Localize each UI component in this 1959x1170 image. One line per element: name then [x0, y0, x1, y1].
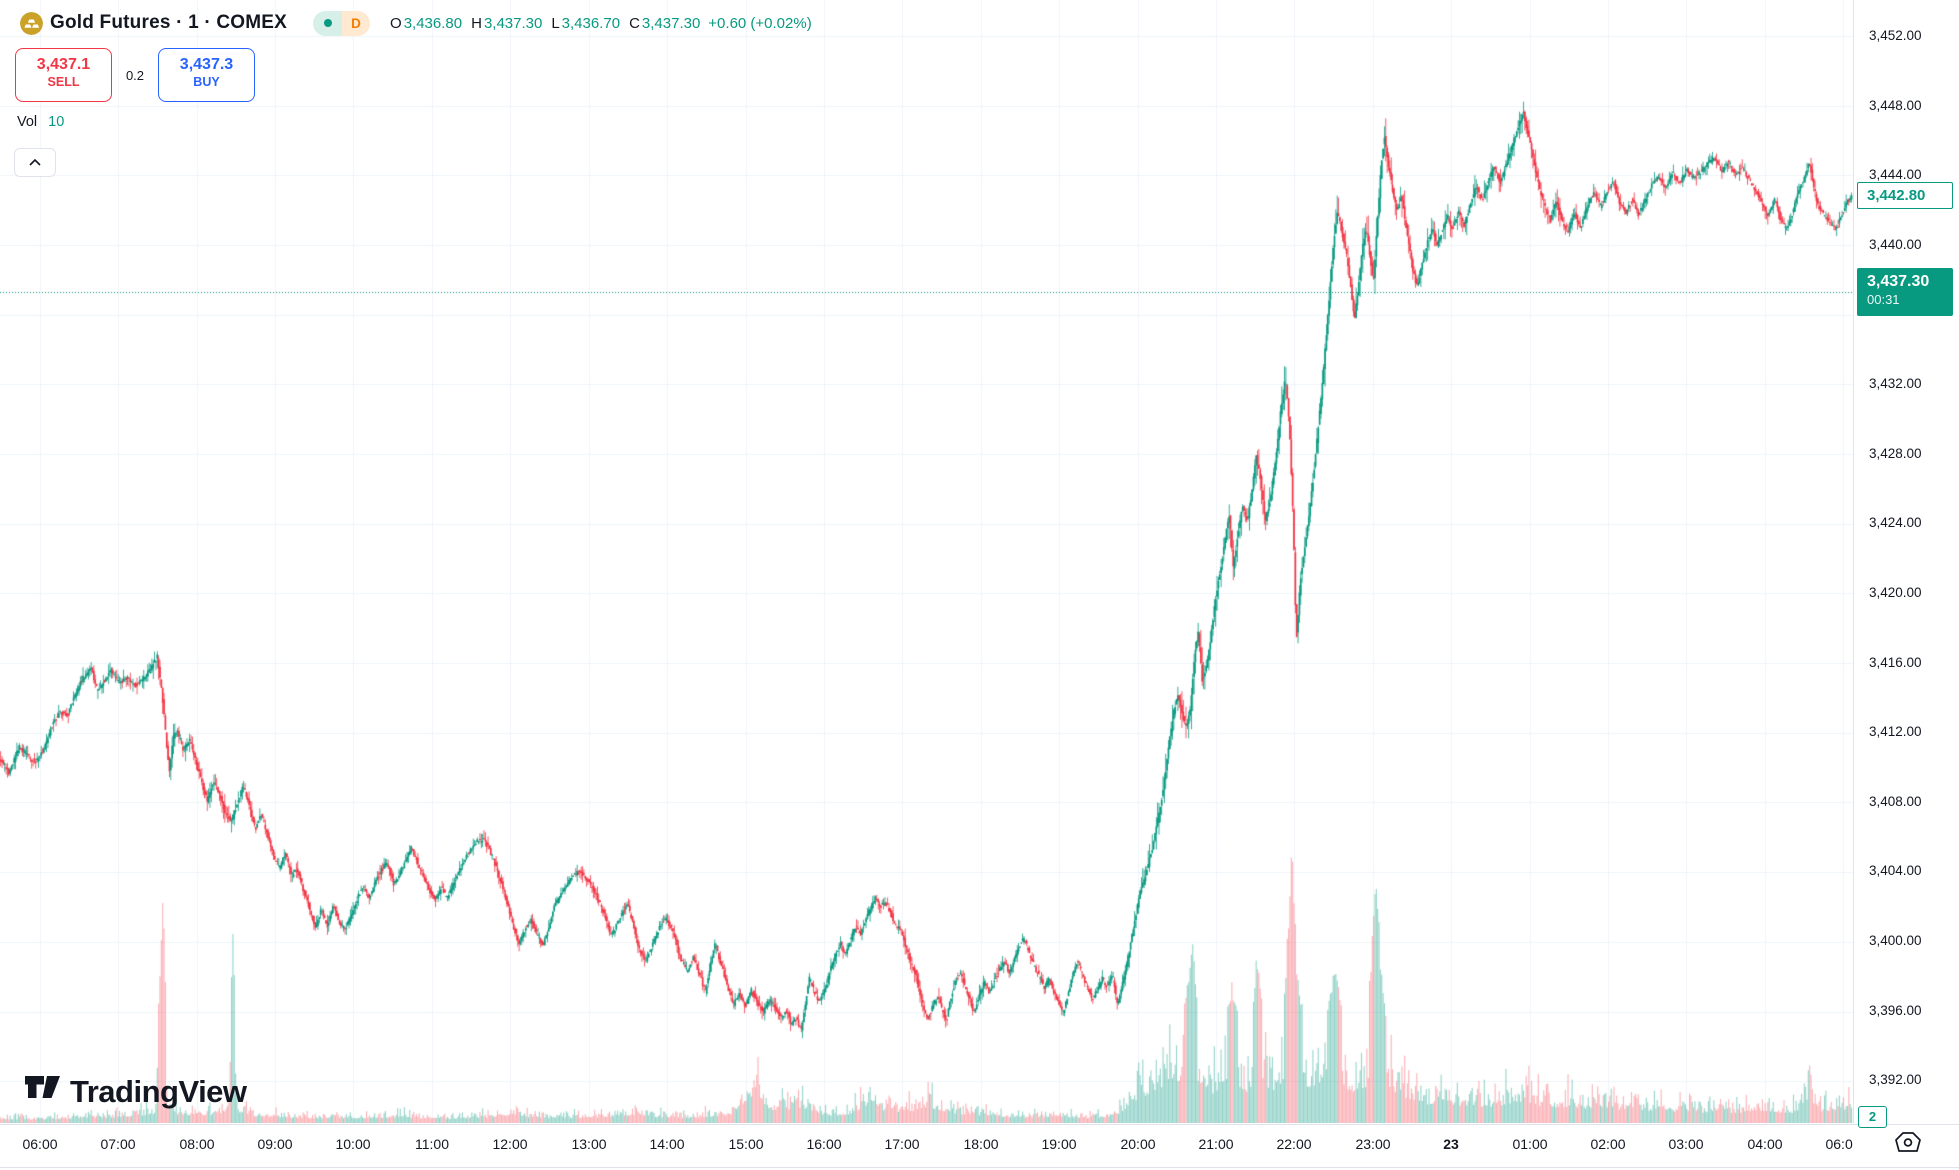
last-price-value: 3,437.30 [1867, 273, 1930, 290]
time-axis-label: 16:00 [806, 1136, 842, 1152]
chart-plot-area[interactable] [0, 0, 1853, 1123]
ohlc-values: O 3,436.80 H 3,437.30 L 3,436.70 C 3,437.30 … [390, 15, 812, 32]
time-axis-label: 13:00 [571, 1136, 607, 1152]
time-axis-label: 23 [1443, 1136, 1459, 1152]
sell-price: 3,437.1 [36, 56, 91, 73]
spread-value: 0.2 [125, 68, 145, 83]
volume-value: 10 [48, 114, 65, 130]
time-axis-label: 06:00 [1825, 1136, 1853, 1152]
price-axis-label: 3,432.00 [1869, 376, 1922, 391]
time-axis-label: 08:00 [179, 1136, 215, 1152]
time-axis-label: 23:00 [1355, 1136, 1391, 1152]
time-axis-label: 18:00 [963, 1136, 999, 1152]
buy-label: BUY [193, 75, 220, 89]
tradingview-watermark: TradingView [24, 1074, 247, 1110]
pane-count-badge[interactable]: 2 [1858, 1106, 1887, 1128]
status-badges: D [313, 10, 371, 36]
symbol-row: Gold Futures · 1 · COMEX D O 3,436.80 H 3,… [20, 10, 812, 36]
price-axis-label: 3,424.00 [1869, 515, 1922, 530]
time-axis-label: 15:00 [728, 1136, 764, 1152]
market-status-dot-badge[interactable] [313, 10, 343, 36]
time-axis-label: 02:00 [1590, 1136, 1626, 1152]
time-axis-label: 17:00 [884, 1136, 920, 1152]
price-axis-label: 3,408.00 [1869, 794, 1922, 809]
time-axis-label: 01:00 [1512, 1136, 1548, 1152]
time-axis-label: 03:00 [1668, 1136, 1704, 1152]
time-axis-label: 21:00 [1198, 1136, 1234, 1152]
time-axis-label: 19:00 [1041, 1136, 1077, 1152]
tradingview-logo-icon [25, 1076, 60, 1098]
time-axis-label: 14:00 [649, 1136, 685, 1152]
price-scale[interactable]: 3,442.80 3,437.30 00:31 3,452.00 3,448.00… [1853, 0, 1959, 1123]
open-key: O [390, 14, 402, 32]
price-axis-label: 3,440.00 [1869, 237, 1922, 252]
price-axis-label: 3,416.00 [1869, 655, 1922, 670]
time-labels-strip: 06:00 07:00 08:00 09:00 10:00 11:00 12:00 13:00… [0, 1125, 1853, 1167]
price-axis-label: 3,412.00 [1869, 724, 1922, 739]
volume-label: Vol [17, 114, 38, 130]
time-axis-label: 10:00 [335, 1136, 371, 1152]
sell-label: SELL [47, 75, 80, 89]
buy-button[interactable]: 3,437.3 BUY [158, 48, 255, 102]
close-price-axis-label: 3,442.80 [1857, 182, 1953, 209]
time-scale[interactable]: 06:00 07:00 08:00 09:00 10:00 11:00 12:00 13:00… [0, 1124, 1959, 1168]
sell-button[interactable]: 3,437.1 SELL [15, 48, 112, 102]
time-axis-label: 20:00 [1120, 1136, 1156, 1152]
price-axis-label: 3,444.00 [1869, 167, 1922, 182]
price-axis-label: 3,396.00 [1869, 1003, 1922, 1018]
chevron-up-icon [29, 159, 41, 166]
market-open-dot-icon [323, 19, 332, 27]
close-key: C [629, 14, 640, 32]
gold-symbol-icon [20, 11, 43, 35]
buy-price: 3,437.3 [179, 56, 234, 73]
open-value: 3,436.80 [403, 14, 463, 32]
time-axis-label: 07:00 [100, 1136, 136, 1152]
watermark-text: TradingView [70, 1074, 247, 1109]
bar-countdown: 00:31 [1867, 292, 1900, 307]
time-axis-label: 11:00 [415, 1136, 449, 1152]
change-value: +0.60 (+0.02%) [708, 14, 812, 32]
price-axis-label: 3,400.00 [1869, 933, 1922, 948]
daily-interval-badge[interactable]: D [342, 10, 371, 36]
collapse-legend-button[interactable] [14, 148, 56, 177]
volume-indicator-legend[interactable]: Vol 10 [17, 114, 64, 130]
price-axis-label: 3,404.00 [1869, 863, 1922, 878]
high-key: H [471, 14, 482, 32]
high-value: 3,437.30 [483, 14, 543, 32]
price-axis-label: 3,392.00 [1869, 1072, 1922, 1087]
price-axis-label: 3,420.00 [1869, 585, 1922, 600]
time-axis-label: 22:00 [1276, 1136, 1312, 1152]
last-price-axis-label: 3,437.30 00:31 [1857, 268, 1953, 316]
time-axis-label: 09:00 [257, 1136, 293, 1152]
price-axis-label: 3,452.00 [1869, 28, 1922, 43]
price-axis-label: 3,428.00 [1869, 446, 1922, 461]
time-axis-label: 04:00 [1747, 1136, 1783, 1152]
symbol-title[interactable]: Gold Futures · 1 · COMEX [50, 12, 288, 33]
low-key: L [551, 14, 560, 32]
price-axis-label: 3,448.00 [1869, 98, 1922, 113]
low-value: 3,436.70 [561, 14, 621, 32]
time-axis-label: 12:00 [492, 1136, 528, 1152]
time-axis-label: 06:00 [22, 1136, 58, 1152]
scales-settings-eye-icon[interactable] [1893, 1131, 1923, 1157]
close-value: 3,437.30 [641, 14, 701, 32]
